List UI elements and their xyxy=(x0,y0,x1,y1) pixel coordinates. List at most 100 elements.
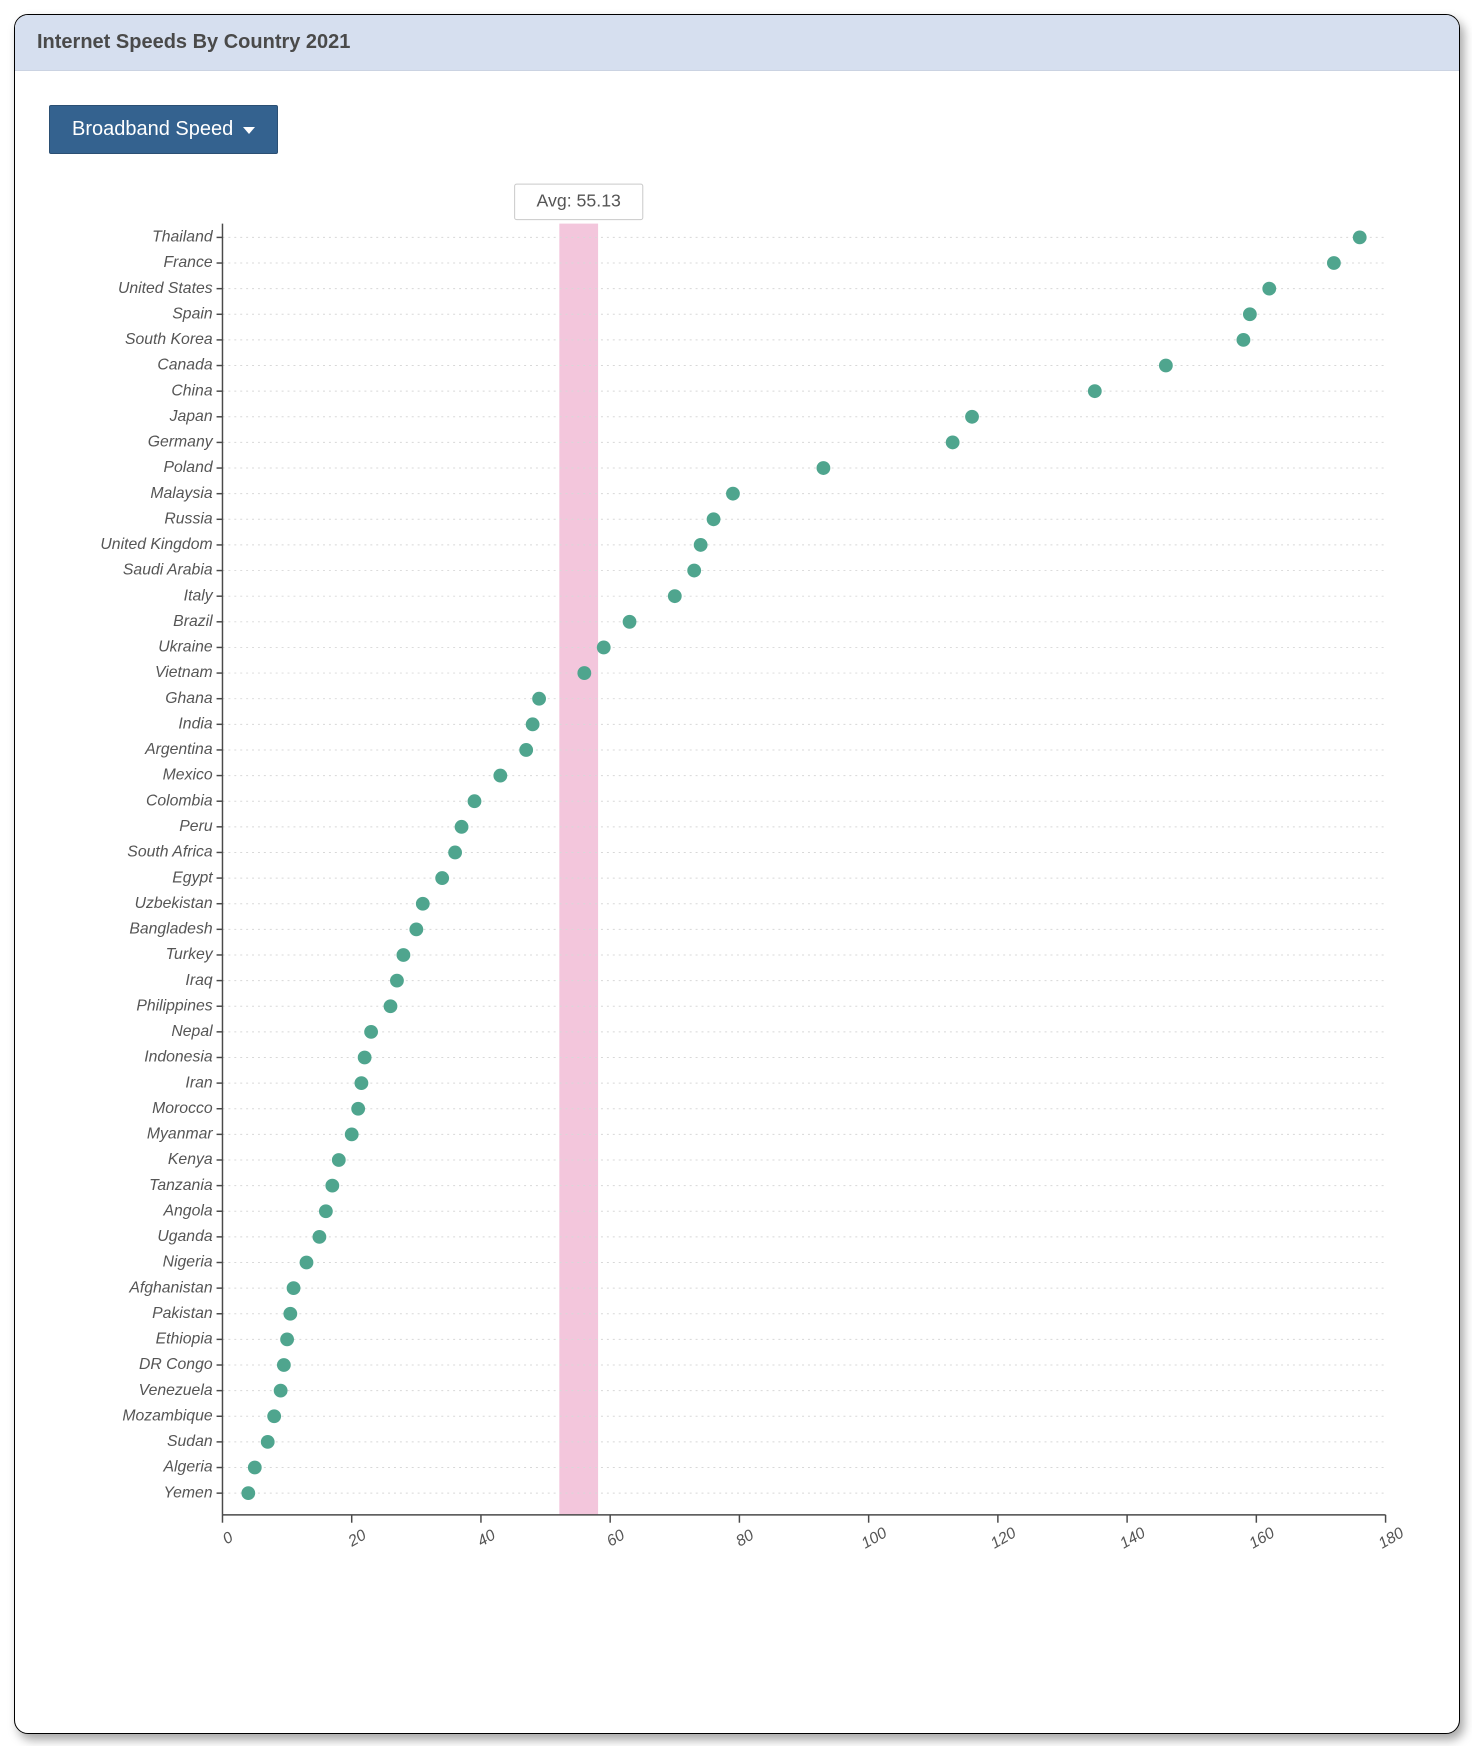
data-point xyxy=(397,948,411,962)
y-tick-label: Yemen xyxy=(164,1484,213,1501)
chart-card: Internet Speeds By Country 2021 Broadban… xyxy=(14,14,1460,1734)
y-tick-label: Uzbekistan xyxy=(135,895,213,912)
data-point xyxy=(623,615,637,629)
card-body: Broadband Speed 020406080100120140160180… xyxy=(15,71,1459,1733)
x-tick-label: 180 xyxy=(1376,1524,1407,1552)
data-point xyxy=(448,846,462,860)
y-tick-label: Spain xyxy=(172,305,213,322)
viewport: Internet Speeds By Country 2021 Broadban… xyxy=(0,0,1472,1746)
data-point xyxy=(358,1051,372,1065)
data-point xyxy=(409,922,423,936)
data-point xyxy=(287,1281,301,1295)
data-point xyxy=(300,1256,314,1270)
y-tick-label: Myanmar xyxy=(147,1126,213,1143)
y-tick-label: Uganda xyxy=(157,1228,212,1245)
y-tick-label: Afghanistan xyxy=(128,1279,213,1296)
x-tick-label: 100 xyxy=(859,1524,890,1552)
y-tick-label: Iraq xyxy=(185,972,212,989)
y-tick-label: Russia xyxy=(164,510,212,527)
data-point xyxy=(384,999,398,1013)
data-point xyxy=(241,1486,255,1500)
y-tick-label: Angola xyxy=(163,1202,213,1219)
data-point xyxy=(455,820,469,834)
y-tick-label: Saudi Arabia xyxy=(123,562,213,579)
y-tick-label: Vietnam xyxy=(155,664,213,681)
dot-chart: 020406080100120140160180ThailandFranceUn… xyxy=(49,164,1425,1604)
y-tick-label: Morocco xyxy=(152,1100,213,1117)
x-tick-label: 140 xyxy=(1117,1524,1148,1552)
data-point xyxy=(313,1230,327,1244)
data-point xyxy=(274,1384,288,1398)
y-tick-label: United Kingdom xyxy=(100,536,212,553)
data-point xyxy=(1327,256,1341,270)
data-point xyxy=(283,1307,297,1321)
y-tick-label: South Korea xyxy=(125,331,213,348)
data-point xyxy=(726,487,740,501)
y-tick-label: South Africa xyxy=(127,844,213,861)
y-tick-label: Egypt xyxy=(172,869,213,886)
title-bar: Internet Speeds By Country 2021 xyxy=(15,15,1459,71)
y-tick-label: Ethiopia xyxy=(156,1331,213,1348)
y-tick-label: Philippines xyxy=(136,997,212,1014)
y-tick-label: Iran xyxy=(185,1074,212,1091)
data-point xyxy=(435,871,449,885)
y-tick-label: Venezuela xyxy=(139,1382,213,1399)
data-point xyxy=(1243,307,1257,321)
data-point xyxy=(1088,384,1102,398)
data-point xyxy=(261,1435,275,1449)
data-point xyxy=(416,897,430,911)
data-point xyxy=(946,436,960,450)
x-tick-label: 20 xyxy=(345,1527,370,1551)
y-tick-label: Peru xyxy=(179,818,213,835)
chevron-down-icon xyxy=(243,127,255,134)
data-point xyxy=(1262,282,1276,296)
data-point xyxy=(332,1153,346,1167)
data-point xyxy=(277,1358,291,1372)
y-tick-label: France xyxy=(164,254,213,271)
y-tick-label: Canada xyxy=(157,357,212,374)
avg-label: Avg: 55.13 xyxy=(536,191,621,211)
y-tick-label: Sudan xyxy=(167,1433,213,1450)
data-point xyxy=(526,717,540,731)
y-tick-label: China xyxy=(171,382,212,399)
x-tick-label: 160 xyxy=(1246,1524,1277,1552)
y-tick-label: Tanzania xyxy=(149,1177,213,1194)
data-point xyxy=(707,512,721,526)
data-point xyxy=(364,1025,378,1039)
data-point xyxy=(668,589,682,603)
data-point xyxy=(1353,230,1367,244)
data-point xyxy=(519,743,533,757)
y-tick-label: United States xyxy=(118,280,213,297)
y-tick-label: Ukraine xyxy=(158,639,213,656)
data-point xyxy=(355,1076,369,1090)
metric-dropdown[interactable]: Broadband Speed xyxy=(49,105,278,154)
y-tick-label: Malaysia xyxy=(150,485,212,502)
data-point xyxy=(694,538,708,552)
y-tick-label: Nepal xyxy=(171,1023,213,1040)
data-point xyxy=(1159,359,1173,373)
page-title: Internet Speeds By Country 2021 xyxy=(37,31,350,53)
x-tick-label: 120 xyxy=(988,1524,1019,1552)
data-point xyxy=(319,1204,333,1218)
y-tick-label: Brazil xyxy=(173,613,213,630)
y-tick-label: Bangladesh xyxy=(129,921,213,938)
y-tick-label: Kenya xyxy=(168,1151,213,1168)
y-tick-label: Ghana xyxy=(165,690,213,707)
y-tick-label: Turkey xyxy=(166,946,214,963)
data-point xyxy=(597,641,611,655)
y-tick-label: Mozambique xyxy=(122,1407,212,1424)
y-tick-label: Indonesia xyxy=(144,1049,213,1066)
data-point xyxy=(493,769,507,783)
data-point xyxy=(687,564,701,578)
y-tick-label: Mexico xyxy=(163,767,213,784)
data-point xyxy=(965,410,979,424)
x-tick-label: 0 xyxy=(220,1529,236,1548)
y-tick-label: Pakistan xyxy=(152,1305,213,1322)
y-tick-label: Italy xyxy=(184,587,214,604)
y-tick-label: DR Congo xyxy=(139,1356,213,1373)
y-tick-label: Poland xyxy=(164,459,214,476)
data-point xyxy=(817,461,831,475)
metric-dropdown-label: Broadband Speed xyxy=(72,118,233,141)
x-tick-label: 40 xyxy=(475,1527,499,1551)
data-point xyxy=(468,794,482,808)
